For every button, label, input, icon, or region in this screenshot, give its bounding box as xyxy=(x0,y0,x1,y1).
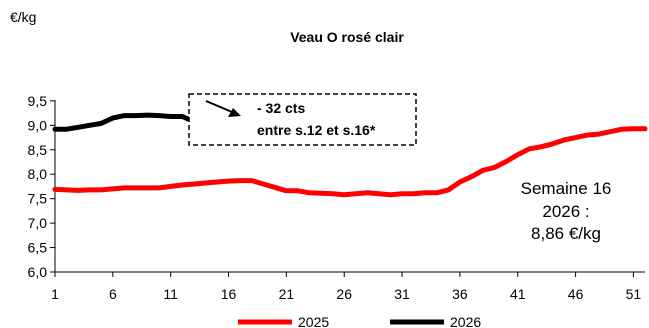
x-tick-label: 51 xyxy=(626,286,642,302)
x-tick-label: 41 xyxy=(510,286,526,302)
arrow-head-icon xyxy=(228,108,241,117)
y-tick-label: 9,5 xyxy=(28,93,48,109)
down-arrow-icon xyxy=(205,100,233,113)
y-tick-label: 7,5 xyxy=(28,191,48,207)
x-tick-label: 11 xyxy=(163,286,178,302)
note-line-1: Semaine 16 xyxy=(521,179,612,198)
legend-label-2025: 2025 xyxy=(298,314,329,328)
x-tick-label: 21 xyxy=(279,286,295,302)
y-tick-label: 8,5 xyxy=(28,142,48,158)
note-line-3: 8,86 €/kg xyxy=(531,224,601,243)
legend: 2025 2026 xyxy=(238,314,481,328)
x-axis-ticks: 1 6 11 16 21 26 31 36 41 46 51 xyxy=(51,272,641,302)
annotation-line-2: entre s.12 et s.16* xyxy=(257,122,376,138)
x-tick-label: 36 xyxy=(452,286,468,302)
annotation-frame xyxy=(188,93,417,146)
y-axis-ticks: 6,0 6,5 7,0 7,5 8,0 8,5 9,0 9,5 xyxy=(28,93,55,280)
y-tick-label: 7,0 xyxy=(28,215,48,231)
annotation-box: - 32 cts entre s.12 et s.16* xyxy=(188,93,417,146)
note-line-2: 2026 : xyxy=(542,202,589,221)
series-line-2025 xyxy=(52,126,648,198)
latest-value-note: Semaine 16 2026 : 8,86 €/kg xyxy=(521,179,612,243)
x-tick-label: 16 xyxy=(221,286,237,302)
x-tick-label: 1 xyxy=(51,286,59,302)
x-tick-label: 31 xyxy=(394,286,410,302)
x-tick-label: 6 xyxy=(109,286,117,302)
y-tick-label: 8,0 xyxy=(28,166,48,182)
y-tick-label: 9,0 xyxy=(28,117,48,133)
legend-label-2026: 2026 xyxy=(450,314,481,328)
y-axis-unit: €/kg xyxy=(10,9,36,25)
x-tick-label: 26 xyxy=(336,286,352,302)
annotation-line-1: - 32 cts xyxy=(257,100,305,116)
y-tick-label: 6,0 xyxy=(28,264,48,280)
chart-title: Veau O rosé clair xyxy=(290,29,404,45)
x-tick-label: 46 xyxy=(568,286,584,302)
y-tick-label: 6,5 xyxy=(28,240,48,256)
